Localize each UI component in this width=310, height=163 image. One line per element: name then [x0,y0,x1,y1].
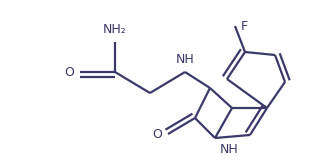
Text: O: O [64,66,74,79]
Text: NH: NH [176,53,194,66]
Text: O: O [152,127,162,141]
Text: NH₂: NH₂ [103,23,127,36]
Text: NH: NH [220,143,239,156]
Text: F: F [241,20,248,32]
